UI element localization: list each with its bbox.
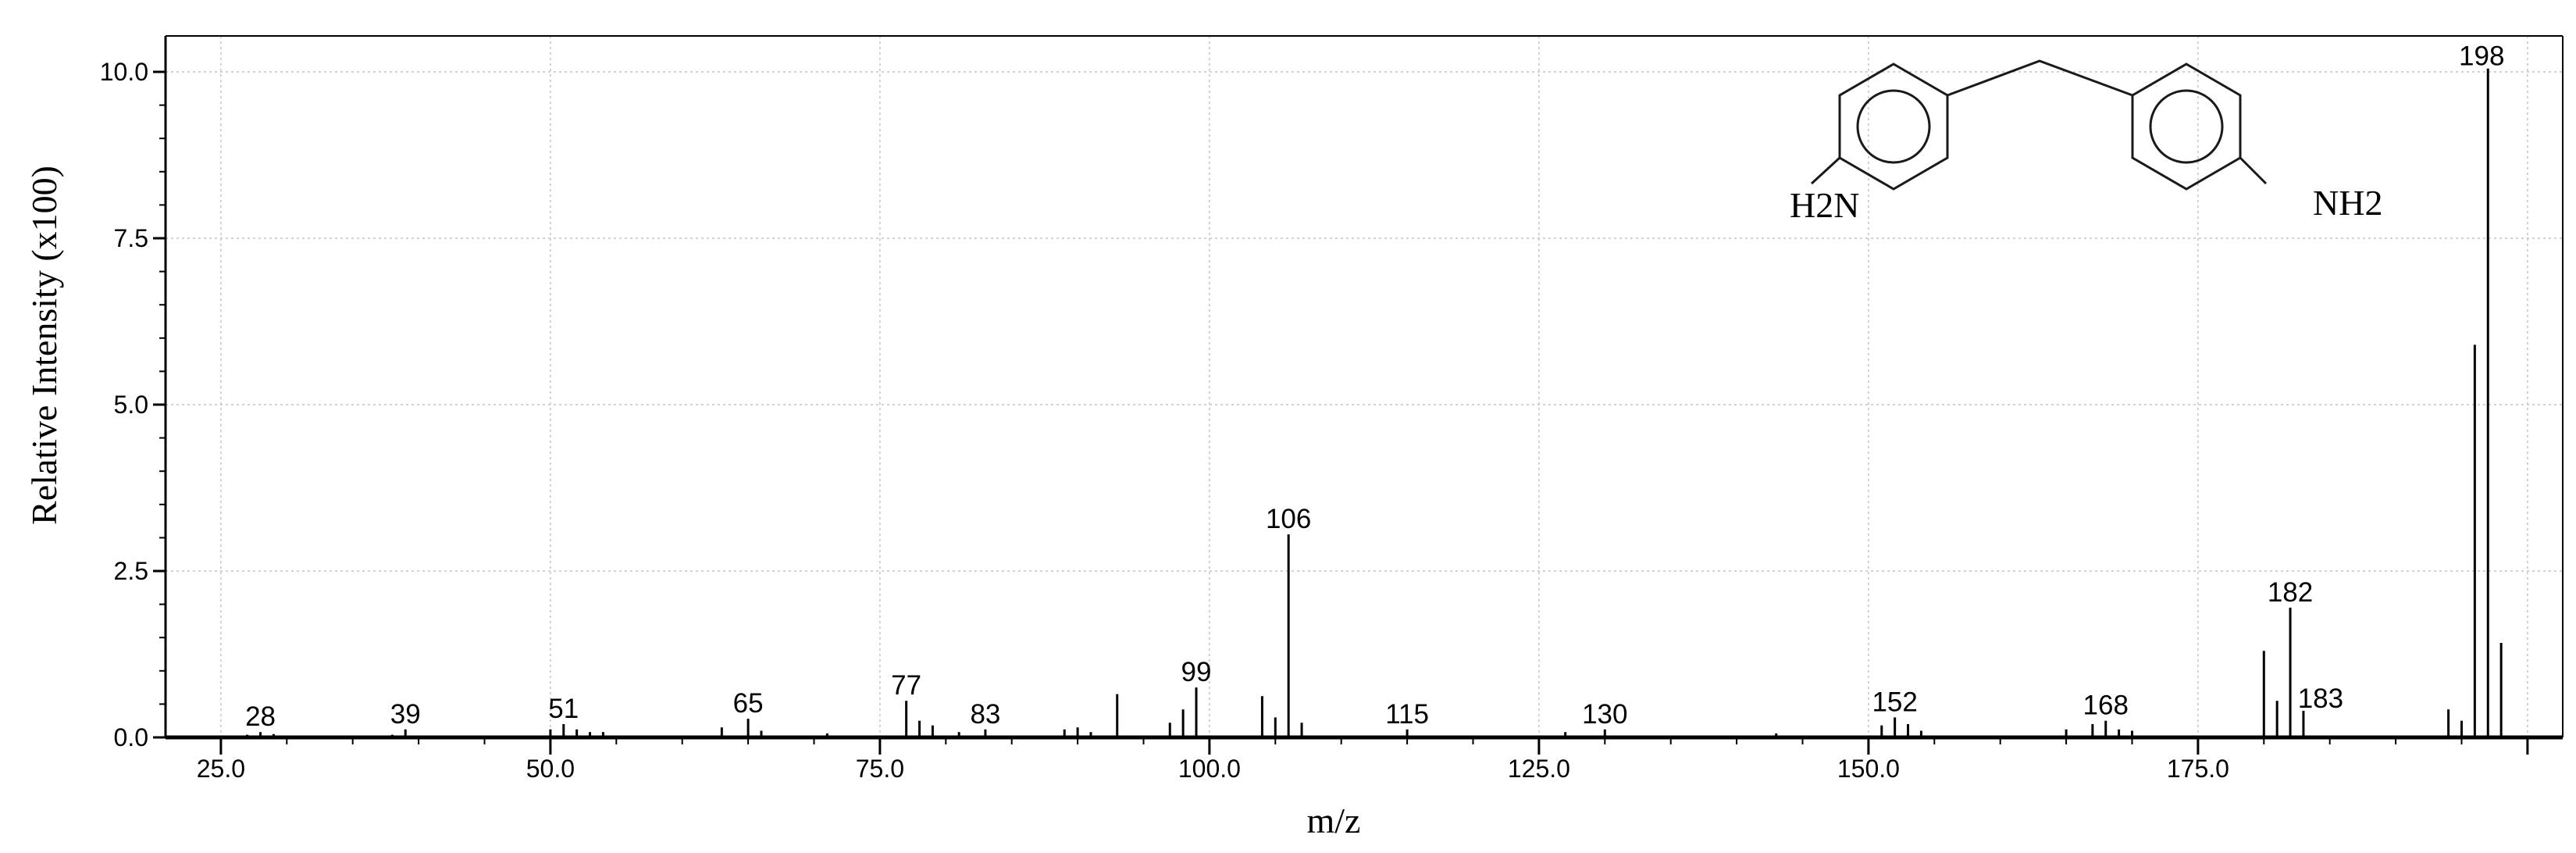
x-tick-label: 125.0 (1508, 755, 1570, 783)
peak-label: 99 (1181, 657, 1212, 687)
left-amine-label: H2N (1790, 185, 1859, 225)
left-ring-aromatic-circle (1856, 89, 1931, 164)
peak-label: 168 (2083, 691, 2129, 721)
peak-labels: 28 39 51 65 77 83 99 106 115 130 152 168 182 183 198 (245, 41, 2504, 732)
peak-bars (246, 68, 2503, 737)
x-tick-label: 175.0 (2167, 755, 2229, 783)
peak-label: 77 (891, 670, 921, 701)
left-benzene-ring (1838, 62, 1949, 191)
right-benzene-ring (2131, 62, 2242, 191)
peak-label: 182 (2268, 577, 2313, 608)
right-ring-aromatic-circle (2149, 89, 2224, 164)
x-tick-label: 100.0 (1178, 755, 1241, 783)
y-tick-label: 0.0 (114, 723, 148, 751)
peak-label: 106 (1266, 504, 1311, 534)
x-axis-title: m/z (1307, 801, 1361, 841)
peak-label: 183 (2298, 683, 2343, 714)
peak-label: 28 (245, 701, 276, 732)
molecule-structure (1810, 59, 2268, 191)
left-amine-bond (1810, 156, 1841, 185)
peak-label: 198 (2459, 41, 2504, 72)
peak-label: 152 (1872, 687, 1917, 717)
y-tick-label: 10.0 (100, 58, 148, 86)
y-axis-ticks: 0.0 2.5 5.0 7.5 10.0 (100, 58, 166, 751)
peak-label: 130 (1582, 699, 1627, 730)
y-tick-label: 2.5 (114, 557, 148, 585)
peak-label: 51 (548, 694, 579, 724)
methylene-bridge (1947, 59, 2133, 97)
right-amine-label: NH2 (2313, 183, 2382, 223)
x-tick-label: 50.0 (526, 755, 575, 783)
peak-label: 115 (1385, 699, 1429, 730)
peak-label: 39 (390, 699, 421, 730)
grid-lines (166, 36, 2563, 737)
x-tick-label: 150.0 (1837, 755, 1900, 783)
axes (164, 35, 2564, 740)
peak-label: 83 (970, 699, 1000, 730)
x-tick-label: 25.0 (197, 755, 245, 783)
y-axis-title: Relative Intensity (x100) (24, 166, 64, 525)
peak-label: 65 (733, 688, 764, 719)
x-tick-label: 75.0 (856, 755, 904, 783)
y-tick-label: 5.0 (114, 391, 148, 419)
x-axis-ticks: 25.0 50.0 75.0 100.0 125.0 150.0 175.0 (197, 737, 2529, 783)
y-tick-label: 7.5 (114, 224, 148, 252)
right-amine-bond (2239, 156, 2268, 185)
